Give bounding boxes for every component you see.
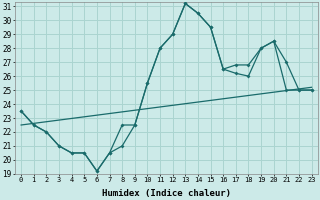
X-axis label: Humidex (Indice chaleur): Humidex (Indice chaleur): [102, 189, 231, 198]
